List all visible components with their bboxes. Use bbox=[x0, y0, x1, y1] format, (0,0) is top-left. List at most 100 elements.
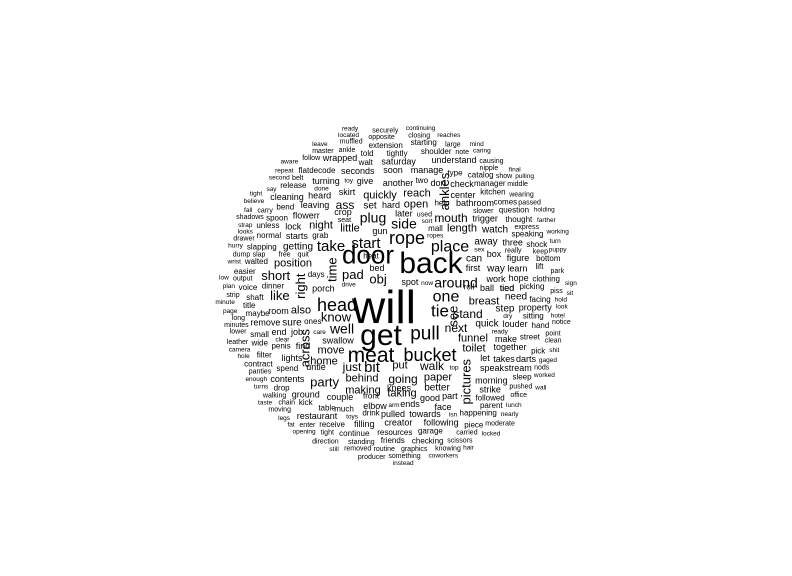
cloud-word: removed bbox=[344, 446, 371, 453]
cloud-word: securely bbox=[372, 127, 399, 134]
cloud-word: untie bbox=[306, 362, 326, 372]
cloud-word: better bbox=[424, 382, 450, 393]
cloud-word: kitchen bbox=[480, 187, 505, 196]
cloud-word: receive bbox=[319, 420, 345, 429]
cloud-word: office bbox=[510, 392, 527, 399]
cloud-word: followed bbox=[475, 393, 504, 402]
cloud-word: nods bbox=[534, 364, 550, 371]
cloud-word: plug bbox=[360, 210, 386, 226]
cloud-word: type bbox=[447, 169, 463, 178]
cloud-word: paper bbox=[424, 372, 452, 384]
cloud-word: home bbox=[310, 356, 338, 368]
cloud-word: hold bbox=[555, 296, 568, 303]
cloud-word: another bbox=[383, 178, 414, 188]
cloud-word: legs bbox=[278, 415, 291, 422]
cloud-word: lower bbox=[230, 329, 247, 336]
cloud-word: little bbox=[340, 223, 360, 235]
cloud-word: door bbox=[342, 240, 394, 270]
cloud-word: obj bbox=[369, 272, 386, 287]
cloud-word: just bbox=[342, 360, 362, 374]
cloud-word: spot bbox=[401, 277, 419, 287]
cloud-word: nipple bbox=[480, 165, 499, 172]
cloud-word: tied bbox=[500, 283, 515, 293]
cloud-word: fat bbox=[287, 422, 294, 429]
cloud-word: second bbox=[269, 175, 290, 182]
cloud-word: ropes bbox=[427, 233, 444, 240]
cloud-word: heard bbox=[308, 191, 331, 201]
cloud-word: don bbox=[430, 178, 445, 188]
cloud-word: three bbox=[502, 237, 523, 247]
cloud-word: lock bbox=[285, 222, 302, 232]
cloud-word: turning bbox=[312, 176, 340, 186]
cloud-word: sleep bbox=[512, 373, 532, 382]
cloud-word: leave bbox=[312, 141, 328, 148]
cloud-word: leaving bbox=[301, 200, 330, 210]
cloud-word: shaft bbox=[246, 293, 264, 302]
cloud-word: clean bbox=[545, 338, 562, 345]
cloud-word: manage bbox=[411, 165, 444, 175]
cloud-word: dump bbox=[233, 251, 251, 258]
cloud-word: days bbox=[308, 270, 325, 279]
cloud-word: checking bbox=[412, 437, 444, 446]
cloud-word: wrist bbox=[227, 259, 242, 266]
cloud-word: carried bbox=[456, 429, 478, 436]
cloud-word: behind bbox=[345, 373, 378, 385]
cloud-word: aware bbox=[281, 159, 299, 166]
cloud-word: opposite bbox=[368, 134, 395, 141]
cloud-word: ones bbox=[304, 317, 321, 326]
cloud-word: dry bbox=[503, 313, 513, 320]
cloud-word: opening bbox=[293, 429, 317, 436]
cloud-word: told bbox=[361, 149, 374, 158]
cloud-word: sign bbox=[565, 280, 577, 287]
cloud-word: fall bbox=[244, 207, 253, 214]
cloud-word: manager bbox=[474, 179, 506, 188]
cloud-word: comes bbox=[494, 198, 518, 207]
cloud-word: causing bbox=[479, 158, 503, 165]
cloud-word: sitting bbox=[523, 312, 544, 321]
cloud-word: extension bbox=[369, 141, 403, 150]
cloud-word: end bbox=[271, 327, 286, 337]
cloud-word: minutes bbox=[224, 322, 249, 329]
cloud-word: piss bbox=[550, 288, 563, 295]
cloud-word: chain bbox=[278, 400, 295, 407]
cloud-word: away bbox=[474, 236, 497, 247]
cloud-word: care bbox=[313, 329, 326, 336]
cloud-word: also bbox=[291, 305, 311, 317]
cloud-word: speaking bbox=[511, 230, 543, 239]
cloud-word: cleaning bbox=[270, 192, 304, 202]
cloud-word: around bbox=[434, 275, 478, 291]
cloud-word: strike bbox=[479, 384, 501, 394]
cloud-word: shadows bbox=[236, 214, 264, 221]
cloud-word: two bbox=[416, 176, 429, 185]
cloud-word: ground bbox=[292, 389, 320, 399]
cloud-word: bucket bbox=[403, 345, 456, 365]
cloud-word: routine bbox=[373, 446, 395, 453]
cloud-word: direction bbox=[312, 438, 339, 445]
cloud-word: filter bbox=[257, 351, 272, 360]
cloud-word: darts bbox=[516, 354, 537, 364]
cloud-word: page bbox=[223, 308, 238, 315]
cloud-word: nearly bbox=[501, 411, 519, 418]
cloud-word: strip bbox=[226, 292, 239, 299]
cloud-word: farther bbox=[537, 217, 557, 224]
cloud-word: graphics bbox=[401, 446, 428, 453]
cloud-word: really bbox=[505, 248, 522, 255]
cloud-word: quickly bbox=[363, 190, 397, 202]
cloud-word: property bbox=[519, 303, 553, 313]
cloud-word: caring bbox=[473, 148, 491, 155]
cloud-word: walking bbox=[262, 393, 286, 400]
cloud-word: spoon bbox=[266, 213, 288, 222]
cloud-word: find bbox=[296, 341, 311, 351]
cloud-word: now bbox=[421, 280, 433, 287]
cloud-word: wrapped bbox=[322, 153, 358, 163]
cloud-word: pick bbox=[531, 346, 546, 355]
cloud-word: puppy bbox=[549, 246, 567, 253]
cloud-word: pull bbox=[410, 323, 440, 344]
cloud-word: work bbox=[485, 274, 506, 284]
cloud-word: learn bbox=[507, 263, 527, 273]
cloud-word: face bbox=[434, 402, 451, 412]
cloud-word: piece bbox=[464, 420, 484, 429]
cloud-word: toy bbox=[344, 178, 353, 185]
cloud-word: pulled bbox=[381, 409, 405, 419]
